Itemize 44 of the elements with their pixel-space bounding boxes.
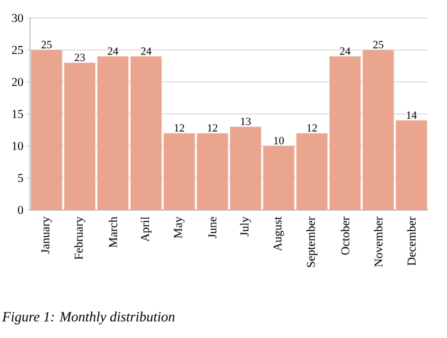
y-tick-label: 0 (18, 206, 24, 214)
bar (196, 133, 228, 210)
x-tick-label: June (208, 216, 216, 238)
bar (30, 50, 62, 210)
x-tick-label: February (74, 216, 86, 260)
y-tick-label: 20 (12, 78, 24, 86)
bar (64, 62, 96, 210)
x-tick-label: December (407, 216, 416, 266)
x-tick-label: May (174, 216, 184, 238)
x-tick-label: September (306, 216, 318, 268)
bar (97, 56, 129, 210)
x-tick-label: August (273, 216, 284, 252)
data-label: 25 (42, 40, 52, 48)
data-label: 24 (108, 47, 118, 55)
y-tick-label: 10 (12, 142, 24, 150)
bar (130, 56, 162, 210)
x-tick-label: March (108, 216, 118, 248)
y-tick-label: 5 (18, 174, 24, 182)
bar (296, 133, 328, 210)
bar (396, 120, 428, 210)
x-tick-label: April (140, 216, 152, 242)
data-label: 10 (274, 136, 284, 144)
y-tick-label: 15 (12, 110, 24, 118)
data-label: 24 (141, 47, 152, 55)
data-label: 12 (307, 124, 317, 132)
y-tick-label: 30 (12, 14, 24, 22)
bar (330, 56, 361, 210)
bar (362, 50, 394, 210)
data-label: 13 (241, 118, 251, 126)
data-label: 23 (74, 54, 85, 62)
bar (164, 133, 195, 210)
data-label: 25 (373, 40, 384, 48)
data-label: 14 (406, 111, 417, 119)
y-tick-label: 25 (12, 46, 24, 54)
x-tick-label: October (340, 216, 350, 255)
x-tick-label: January (41, 216, 52, 254)
bar (230, 126, 262, 210)
x-tick-label: July (240, 216, 252, 236)
data-label: 12 (174, 124, 184, 132)
x-tick-label: November (374, 216, 382, 267)
data-label: 12 (208, 124, 218, 132)
bar (263, 146, 294, 210)
data-label: 24 (340, 47, 350, 55)
text: Figure 1: Monthly distribution (2, 312, 175, 324)
